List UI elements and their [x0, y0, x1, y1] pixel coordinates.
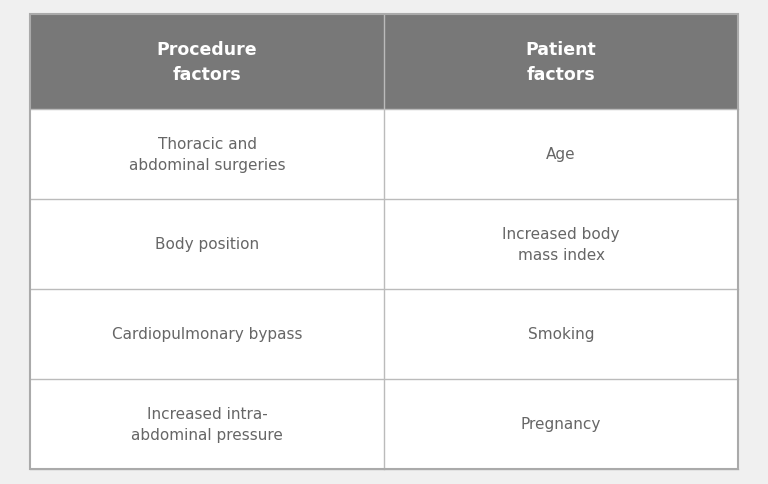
- Text: Smoking: Smoking: [528, 327, 594, 342]
- Text: Age: Age: [546, 147, 576, 162]
- Text: Cardiopulmonary bypass: Cardiopulmonary bypass: [112, 327, 303, 342]
- Text: Pregnancy: Pregnancy: [521, 417, 601, 432]
- Bar: [30, 289, 738, 379]
- Bar: [30, 379, 738, 469]
- Bar: [30, 110, 738, 199]
- Bar: [30, 199, 738, 289]
- Text: Thoracic and
abdominal surgeries: Thoracic and abdominal surgeries: [129, 136, 286, 173]
- Text: Increased body
mass index: Increased body mass index: [502, 227, 620, 262]
- Text: Procedure
factors: Procedure factors: [157, 41, 257, 84]
- Text: Increased intra-
abdominal pressure: Increased intra- abdominal pressure: [131, 406, 283, 442]
- Text: Patient
factors: Patient factors: [525, 41, 597, 84]
- Text: Body position: Body position: [155, 237, 259, 252]
- Bar: [30, 15, 738, 110]
